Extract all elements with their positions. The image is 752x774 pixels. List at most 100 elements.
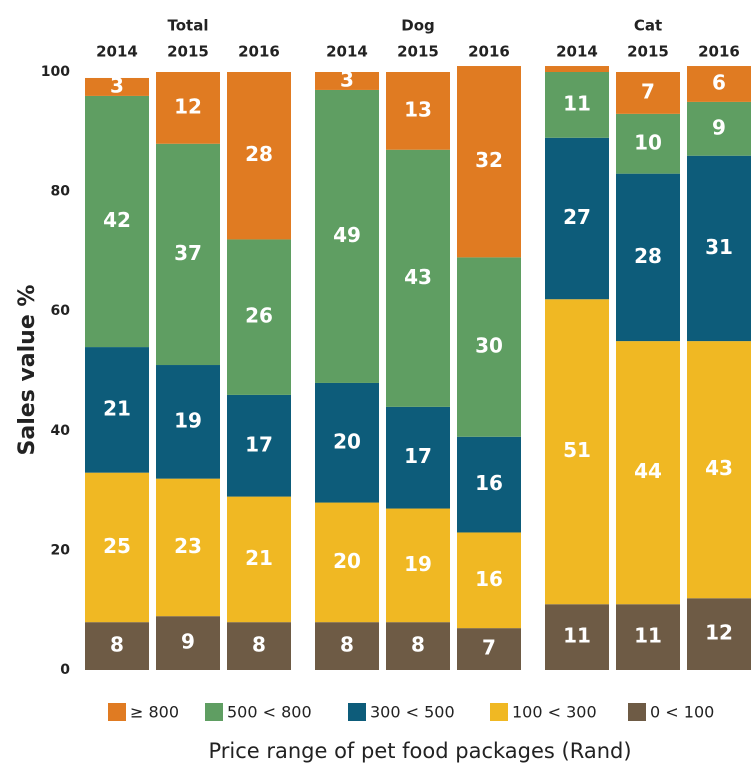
legend-swatch	[108, 703, 126, 721]
bar-segment	[315, 502, 379, 623]
bar-segment	[457, 257, 521, 437]
bar-segment	[315, 622, 379, 670]
data-label: 7	[641, 79, 655, 103]
data-label: 16	[475, 471, 503, 495]
data-label: 20	[333, 429, 361, 453]
data-label: 8	[411, 633, 425, 657]
bar-segment	[545, 299, 609, 605]
bar-segment	[386, 622, 450, 670]
bar-segment	[85, 77, 149, 96]
bar-segment	[156, 72, 220, 144]
data-label: 51	[563, 438, 591, 462]
group-label: Total	[168, 17, 209, 35]
bar-segment	[85, 622, 149, 670]
data-label: 23	[174, 534, 202, 558]
x-tick-label: 2014	[326, 43, 368, 61]
data-label: 17	[245, 432, 273, 456]
data-label: 43	[705, 456, 733, 480]
data-label: 25	[103, 534, 131, 558]
legend-label: 0 < 100	[650, 703, 714, 722]
x-tick-label: 2016	[468, 43, 510, 61]
bar-segment	[687, 598, 751, 670]
data-label: 11	[563, 91, 591, 115]
bar-segment	[315, 89, 379, 383]
bar-segment	[545, 66, 609, 72]
bar-segment	[85, 347, 149, 473]
bar-segment	[156, 365, 220, 479]
x-tick-label: 2016	[238, 43, 280, 61]
legend-swatch	[490, 703, 508, 721]
x-tick-label: 2015	[167, 43, 209, 61]
y-tick-label: 100	[41, 64, 70, 80]
bar-segment	[85, 95, 149, 348]
group-label: Dog	[401, 17, 435, 35]
data-label: 7	[482, 636, 496, 660]
data-label: 30	[475, 334, 503, 358]
data-label: 37	[174, 241, 202, 265]
data-label: 9	[712, 115, 726, 139]
data-label: 3	[340, 67, 354, 91]
bar-segment	[386, 72, 450, 150]
y-axis-label: Sales value %	[15, 285, 40, 456]
bar-segment	[227, 239, 291, 395]
data-label: 9	[181, 630, 195, 654]
bar-segment	[457, 66, 521, 258]
group-label: Cat	[634, 17, 662, 35]
data-label: 32	[475, 148, 503, 172]
data-label: 20	[333, 549, 361, 573]
bar-segment	[687, 66, 751, 102]
data-label: 44	[634, 459, 662, 483]
data-label: 13	[404, 97, 432, 121]
legend-label: ≥ 800	[130, 703, 179, 722]
y-tick-label: 80	[51, 184, 71, 200]
bar-segment	[687, 341, 751, 599]
bar-segment	[156, 143, 220, 366]
legend-label: 300 < 500	[370, 703, 455, 722]
legend-swatch	[205, 703, 223, 721]
bar-segment	[315, 72, 379, 90]
bar-segment	[156, 478, 220, 617]
data-label: 8	[252, 633, 266, 657]
y-tick-label: 60	[51, 303, 71, 319]
legend-label: 100 < 300	[512, 703, 597, 722]
data-label: 27	[563, 205, 591, 229]
data-label: 16	[475, 567, 503, 591]
bar-segment	[616, 113, 680, 174]
legend-label: 500 < 800	[227, 703, 312, 722]
bar-segment	[227, 394, 291, 497]
bar-segment	[156, 616, 220, 670]
bar-segment	[85, 472, 149, 623]
data-label: 42	[103, 208, 131, 232]
data-label: 8	[110, 633, 124, 657]
data-label: 11	[563, 624, 591, 648]
legend-swatch	[348, 703, 366, 721]
data-label: 21	[245, 546, 273, 570]
bar-segment	[616, 72, 680, 114]
data-label: 19	[404, 552, 432, 576]
bar-segment	[386, 508, 450, 623]
data-label: 31	[705, 235, 733, 259]
data-label: 10	[634, 130, 662, 154]
data-label: 6	[712, 70, 726, 94]
data-label: 12	[705, 621, 733, 645]
data-label: 26	[245, 304, 273, 328]
x-axis-label: Price range of pet food packages (Rand)	[208, 739, 631, 763]
data-label: 19	[174, 408, 202, 432]
data-label: 43	[404, 265, 432, 289]
data-label: 28	[245, 142, 273, 166]
legend-swatch	[628, 703, 646, 721]
data-label: 17	[404, 444, 432, 468]
bar-segment	[616, 173, 680, 342]
x-tick-label: 2016	[698, 43, 740, 61]
x-tick-label: 2014	[556, 43, 598, 61]
data-label: 3	[110, 73, 124, 97]
bar-segment	[687, 101, 751, 156]
data-label: 11	[634, 624, 662, 648]
bar-segment	[457, 532, 521, 629]
bar-segment	[386, 149, 450, 407]
x-tick-label: 2015	[397, 43, 439, 61]
y-tick-label: 20	[51, 542, 71, 558]
x-tick-label: 2014	[96, 43, 138, 61]
bar-segment	[457, 628, 521, 670]
